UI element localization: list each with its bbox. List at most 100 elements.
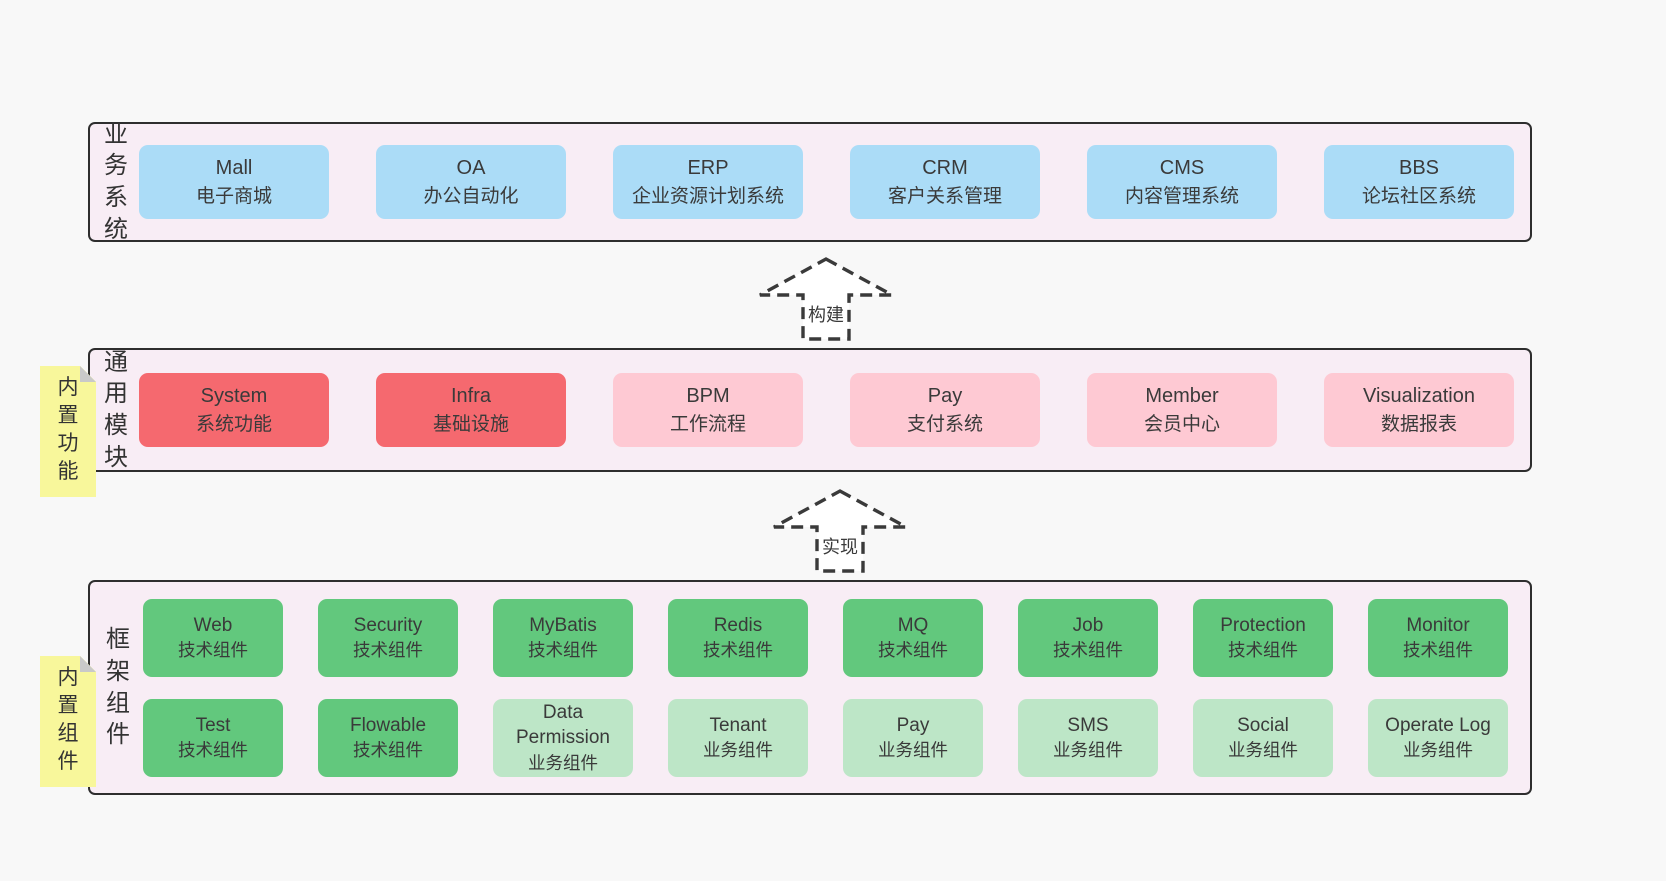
node-subtitle: 办公自动化 (423, 185, 519, 207)
node-subtitle: 内容管理系统 (1124, 185, 1239, 207)
node-title: Flowable (349, 714, 427, 736)
node-subtitle: 技术组件 (528, 639, 598, 660)
implement-arrow-label: 实现 (820, 533, 860, 559)
node-member: Member 会员中心 (1087, 373, 1277, 447)
node-mall: Mall 电子商城 (139, 145, 329, 219)
node-subtitle: 业务组件 (528, 752, 598, 773)
node-subtitle: 技术组件 (178, 739, 248, 760)
node-title: MyBatis (529, 614, 597, 636)
node-subtitle: 工作流程 (669, 413, 746, 435)
section-label-framework-components: 框架组件 (106, 626, 130, 749)
node-title: Tenant (709, 714, 767, 736)
node-subtitle: 系统功能 (195, 413, 272, 435)
node-subtitle: 会员中心 (1143, 413, 1220, 435)
node-subtitle: 技术组件 (703, 639, 773, 660)
node-system: System 系统功能 (139, 373, 329, 447)
implement-arrow: 实现 (770, 487, 910, 575)
node-visualization: Visualization 数据报表 (1324, 373, 1514, 447)
node-title: SMS (1067, 714, 1109, 736)
node-title: Web (193, 614, 233, 636)
node-title: OA (456, 156, 486, 179)
node-subtitle: 论坛社区系统 (1361, 185, 1476, 207)
node-bpm: BPM 工作流程 (613, 373, 803, 447)
node-pay: Pay 支付系统 (850, 373, 1040, 447)
folded-corner-icon (80, 656, 96, 672)
node-title: Monitor (1406, 614, 1470, 636)
node-subtitle: 技术组件 (353, 739, 423, 760)
build-arrow: 构建 (756, 255, 896, 343)
node-infra: Infra 基础设施 (376, 373, 566, 447)
node-title: Infra (450, 384, 492, 407)
sticky-note-text: 内置组件 (57, 666, 79, 774)
node-title: Data Permission (516, 702, 610, 749)
node-title: Social (1237, 714, 1289, 736)
folded-corner-icon (80, 366, 96, 382)
node-subtitle: 业务组件 (1228, 739, 1298, 760)
node-title: Protection (1220, 614, 1306, 636)
node-subtitle: 业务组件 (1053, 739, 1123, 760)
build-arrow-label: 构建 (806, 301, 846, 327)
node-subtitle: 支付系统 (906, 413, 983, 435)
node-test: Test 技术组件 (143, 698, 283, 777)
framework-components-grid: Web 技术组件 Security 技术组件 MyBatis 技术组件 Redis 技术组件 M… (133, 582, 1530, 793)
node-title: Mall (215, 156, 253, 179)
node-cms: CMS 内容管理系统 (1087, 145, 1277, 219)
node-subtitle: 业务组件 (1403, 739, 1473, 760)
node-title: Visualization (1363, 384, 1475, 407)
node-title: System (200, 384, 268, 407)
dashed-up-arrow-icon (773, 489, 907, 573)
node-title: BBS (1398, 156, 1440, 179)
node-bbs: BBS 论坛社区系统 (1324, 145, 1514, 219)
node-tenant: Tenant 业务组件 (668, 698, 808, 777)
node-flowable: Flowable 技术组件 (318, 698, 458, 777)
node-protection: Protection 技术组件 (1193, 598, 1333, 677)
node-subtitle: 电子商城 (195, 185, 272, 207)
node-subtitle: 企业资源计划系统 (631, 185, 784, 207)
node-mq: MQ 技术组件 (843, 598, 983, 677)
node-subtitle: 数据报表 (1380, 413, 1457, 435)
node-crm: CRM 客户关系管理 (850, 145, 1040, 219)
node-title: Member (1145, 384, 1219, 407)
node-title: BPM (686, 384, 730, 407)
sticky-note-builtin-features: 内置功能 (40, 366, 96, 497)
node-subtitle: 技术组件 (1053, 639, 1123, 660)
node-title: ERP (687, 156, 729, 179)
node-subtitle: 业务组件 (703, 739, 773, 760)
node-title: Pay (896, 714, 930, 736)
biz-components-row: Test 技术组件 Flowable 技术组件 Data Permission 业务组件 T… (143, 698, 1512, 777)
node-data-permission: Data Permission 业务组件 (493, 698, 633, 777)
node-redis: Redis 技术组件 (668, 598, 808, 677)
node-title: Security (353, 614, 423, 636)
business-systems-row: Mall 电子商城 OA 办公自动化 ERP 企业资源计划系统 CRM 客户关系管理 CMS 内容… (129, 124, 1530, 240)
node-subtitle: 技术组件 (178, 639, 248, 660)
node-social: Social 业务组件 (1193, 698, 1333, 777)
node-subtitle: 客户关系管理 (887, 185, 1002, 207)
node-title: MQ (897, 614, 929, 636)
node-subtitle: 技术组件 (1228, 639, 1298, 660)
section-label-business-systems: 业务系统 (104, 120, 128, 243)
node-subtitle: 技术组件 (1403, 639, 1473, 660)
common-modules-row: System 系统功能 Infra 基础设施 BPM 工作流程 Pay 支付系统 Member 会… (129, 350, 1530, 470)
dashed-up-arrow-icon (759, 257, 893, 341)
tech-components-row: Web 技术组件 Security 技术组件 MyBatis 技术组件 Redis 技术组件 M… (143, 598, 1512, 677)
node-title: Job (1072, 614, 1104, 636)
node-title: CMS (1159, 156, 1205, 179)
node-title: Pay (927, 384, 963, 407)
node-security: Security 技术组件 (318, 598, 458, 677)
sticky-note-text: 内置功能 (57, 376, 79, 484)
sticky-note-builtin-components: 内置组件 (40, 656, 96, 787)
node-sms: SMS 业务组件 (1018, 698, 1158, 777)
section-label-common-modules: 通用模块 (104, 348, 128, 471)
node-monitor: Monitor 技术组件 (1368, 598, 1508, 677)
node-title: CRM (922, 156, 968, 179)
node-job: Job 技术组件 (1018, 598, 1158, 677)
node-title: Test (195, 714, 231, 736)
node-web: Web 技术组件 (143, 598, 283, 677)
node-pay: Pay 业务组件 (843, 698, 983, 777)
node-subtitle: 技术组件 (878, 639, 948, 660)
node-title: Redis (713, 614, 763, 636)
node-subtitle: 基础设施 (432, 413, 509, 435)
panel-framework-components: 内置组件 框架组件 Web 技术组件 Security 技术组件 MyBatis 技术组件… (40, 580, 1532, 795)
node-title: Operate Log (1385, 714, 1491, 736)
